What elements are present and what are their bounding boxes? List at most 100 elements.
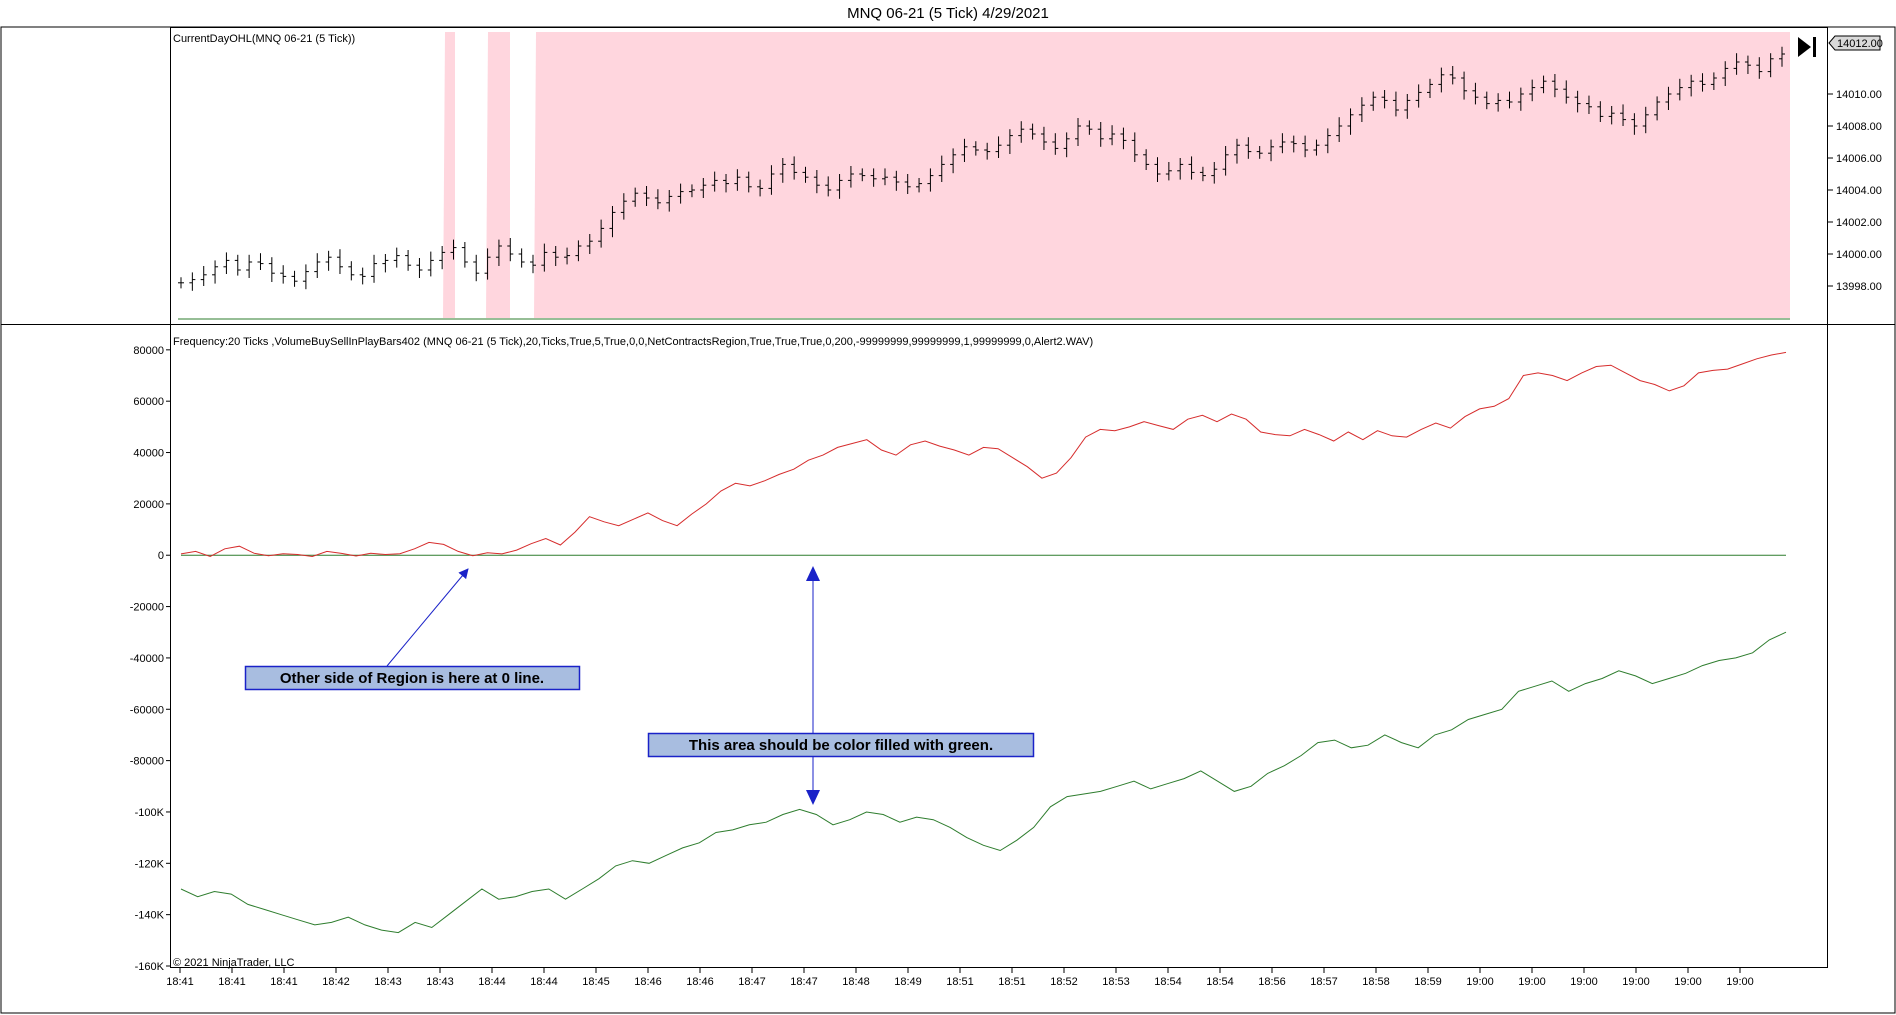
price-bar bbox=[1290, 135, 1297, 153]
price-bar bbox=[1620, 104, 1627, 126]
time-tick-label: 18:54 bbox=[1206, 976, 1234, 988]
price-bar bbox=[405, 250, 412, 271]
price-bar bbox=[1392, 91, 1399, 117]
price-bar bbox=[427, 251, 434, 277]
price-bar bbox=[1154, 157, 1161, 182]
volume-tick-label: -20000 bbox=[130, 602, 164, 614]
price-bar bbox=[1131, 132, 1138, 162]
price-bar bbox=[598, 219, 605, 248]
price-bar bbox=[1370, 91, 1377, 111]
volume-panel: Frequency:20 Ticks ,VolumeBuySellInPlayB… bbox=[130, 336, 1787, 973]
price-bar bbox=[393, 247, 400, 268]
time-tick-label: 18:42 bbox=[322, 976, 350, 988]
price-bar bbox=[1268, 139, 1275, 162]
price-bar bbox=[1245, 137, 1252, 159]
price-bar bbox=[927, 168, 934, 192]
price-bar bbox=[1279, 133, 1286, 154]
volume-tick-label: -140K bbox=[135, 910, 165, 922]
price-bar bbox=[836, 174, 843, 199]
price-bar bbox=[1517, 87, 1524, 111]
volume-tick-label: -100K bbox=[135, 807, 165, 819]
price-bar bbox=[461, 242, 468, 268]
price-bar bbox=[473, 254, 480, 282]
price-bar bbox=[1313, 139, 1320, 156]
price-tick-label: 14002.00 bbox=[1836, 217, 1882, 229]
price-bars bbox=[178, 46, 1785, 291]
price-bar bbox=[529, 254, 536, 274]
price-bar bbox=[1631, 113, 1638, 135]
volume-tick-label: -40000 bbox=[130, 653, 164, 665]
price-axis: 14010.00 14008.00 14006.00 14004.00 14002.00… bbox=[1828, 89, 1882, 293]
price-bar bbox=[268, 257, 275, 282]
price-bar bbox=[484, 248, 491, 280]
price-bar bbox=[1654, 96, 1661, 121]
volume-tick-label: -160K bbox=[135, 961, 165, 973]
price-tick-label: 14006.00 bbox=[1836, 153, 1882, 165]
price-bar bbox=[495, 239, 502, 266]
price-bar bbox=[893, 170, 900, 191]
price-bar bbox=[1665, 86, 1672, 110]
price-bar bbox=[1676, 78, 1683, 101]
price-bar bbox=[870, 168, 877, 187]
price-bar bbox=[1188, 156, 1195, 180]
price-bar bbox=[1052, 133, 1059, 155]
time-tick-label: 19:00 bbox=[1674, 976, 1702, 988]
price-bar bbox=[371, 254, 378, 283]
price-bar bbox=[280, 265, 287, 284]
time-tick-label: 18:41 bbox=[218, 976, 246, 988]
time-tick-label: 18:51 bbox=[946, 976, 974, 988]
price-bar bbox=[1211, 162, 1218, 184]
price-tick-label: 14008.00 bbox=[1836, 121, 1882, 133]
price-bar bbox=[779, 158, 786, 183]
time-tick-label: 18:57 bbox=[1310, 976, 1338, 988]
price-bar bbox=[1086, 120, 1093, 135]
time-tick-label: 19:00 bbox=[1622, 976, 1650, 988]
time-tick-label: 19:00 bbox=[1466, 976, 1494, 988]
price-bar bbox=[178, 277, 184, 289]
price-bar bbox=[1165, 162, 1172, 181]
price-bar bbox=[1347, 108, 1354, 135]
price-bar bbox=[1585, 95, 1592, 114]
time-tick-label: 19:00 bbox=[1726, 976, 1754, 988]
price-bar bbox=[859, 168, 866, 182]
price-bar bbox=[336, 249, 343, 274]
region-note-box: Other side of Region is here at 0 line. bbox=[244, 665, 581, 691]
time-axis: 18:41 18:41 18:41 18:42 18:43 18:43 18:44 18:44… bbox=[166, 968, 1754, 988]
time-tick-label: 18:44 bbox=[530, 976, 558, 988]
price-bar bbox=[212, 260, 219, 284]
price-bar bbox=[234, 254, 241, 276]
time-tick-label: 18:43 bbox=[426, 976, 454, 988]
volume-tick-label: -120K bbox=[135, 858, 165, 870]
price-bar bbox=[734, 169, 741, 191]
price-bar bbox=[723, 174, 730, 193]
price-bar bbox=[325, 250, 332, 271]
price-bar bbox=[223, 252, 230, 274]
time-tick-label: 18:47 bbox=[790, 976, 818, 988]
price-bar bbox=[1040, 126, 1047, 150]
price-bar bbox=[575, 240, 582, 262]
time-tick-label: 18:54 bbox=[1154, 976, 1182, 988]
shaded-region bbox=[534, 32, 1790, 318]
jump-to-end-icon[interactable] bbox=[1798, 37, 1816, 57]
price-bar bbox=[666, 190, 673, 212]
price-bar bbox=[1756, 57, 1763, 79]
price-bar bbox=[700, 178, 707, 198]
time-tick-label: 18:59 bbox=[1414, 976, 1442, 988]
price-bar bbox=[881, 168, 888, 186]
price-bar bbox=[1029, 123, 1036, 140]
price-bar bbox=[1767, 53, 1774, 78]
price-bar bbox=[757, 179, 764, 197]
price-bar bbox=[1744, 55, 1751, 74]
price-bar bbox=[813, 170, 820, 194]
current-price-badge-text: 14012.00 bbox=[1837, 38, 1883, 50]
region-note-text: Other side of Region is here at 0 line. bbox=[280, 670, 544, 687]
price-bar bbox=[1551, 74, 1558, 98]
price-bar bbox=[1143, 149, 1150, 170]
price-bar bbox=[1529, 79, 1536, 102]
volume-tick-label: 0 bbox=[158, 550, 164, 562]
sell-volume-line bbox=[180, 631, 1787, 934]
time-tick-label: 18:48 bbox=[842, 976, 870, 988]
volume-tick-label: 40000 bbox=[133, 448, 164, 460]
price-bar bbox=[1449, 66, 1456, 85]
volume-tick-label: 20000 bbox=[133, 499, 164, 511]
